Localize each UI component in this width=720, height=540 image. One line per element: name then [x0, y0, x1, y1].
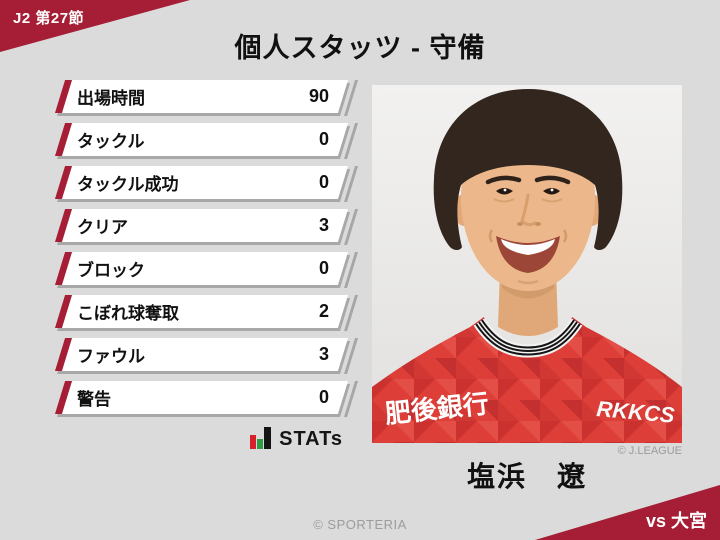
- bar-chart-icon: [250, 427, 272, 449]
- footer-credit: © SPORTERIA: [313, 517, 407, 532]
- stat-label: タックル成功: [77, 175, 179, 194]
- matchday-label: J2 第27節: [13, 10, 85, 27]
- stat-label: ファウル: [77, 347, 145, 366]
- stat-value: 0: [318, 258, 329, 278]
- stat-row-loose-ball-recoveries: こぼれ球奪取 2: [54, 295, 349, 328]
- stat-value: 0: [318, 129, 329, 149]
- stat-label: こぼれ球奪取: [77, 304, 179, 323]
- stat-label: 警告: [77, 390, 111, 409]
- stat-value: 0: [318, 387, 329, 407]
- stat-label: ブロック: [77, 261, 145, 280]
- player-name: 塩浜 遼: [466, 461, 587, 492]
- stat-value: 3: [318, 215, 329, 235]
- stat-label: 出場時間: [77, 89, 145, 108]
- stat-row-fouls: ファウル 3: [54, 338, 349, 371]
- page-title: 個人スタッツ - 守備: [234, 33, 486, 63]
- stat-row-blocks: ブロック 0: [54, 252, 349, 285]
- stat-row-tackles-won: タックル成功 0: [54, 166, 349, 199]
- stat-label: タックル: [77, 132, 145, 151]
- stat-value: 90: [308, 86, 329, 106]
- stats-list: 出場時間 90 タックル 0 タックル成功 0 クリア 3 ブロック: [54, 80, 349, 424]
- photo-credit: © J.LEAGUE: [617, 445, 682, 457]
- stats-brand-logo: STATs: [60, 427, 343, 449]
- stat-row-clearances: クリア 3: [54, 209, 349, 242]
- stat-value: 2: [318, 301, 329, 321]
- stat-value: 3: [318, 344, 329, 364]
- opponent-label: vs 大宮: [645, 511, 707, 531]
- stat-row-tackles: タックル 0: [54, 123, 349, 156]
- player-photo: 肥後銀行 RKKCS: [372, 85, 682, 443]
- stat-value: 0: [318, 172, 329, 192]
- stat-row-minutes: 出場時間 90: [54, 80, 349, 113]
- stat-label: クリア: [77, 218, 128, 237]
- stats-logo-text: STATs: [279, 428, 343, 450]
- stat-row-yellow-cards: 警告 0: [54, 381, 349, 414]
- player-portrait-illustration: 肥後銀行 RKKCS: [372, 85, 682, 443]
